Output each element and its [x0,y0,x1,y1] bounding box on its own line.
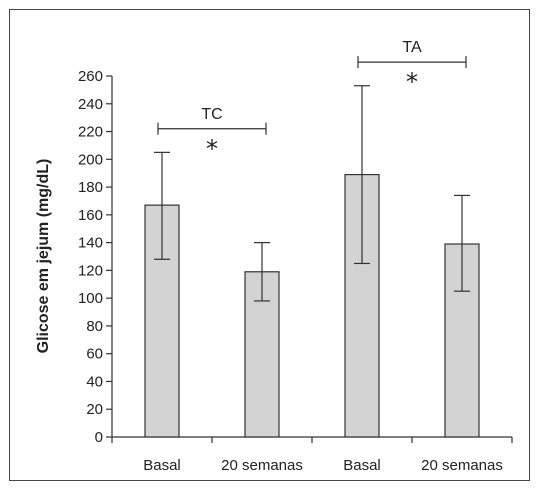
significance-star: * [406,68,418,96]
y-tick-label: 260 [78,68,103,85]
y-tick-label: 160 [78,207,103,224]
x-category-label: Basal [343,457,381,474]
y-tick-label: 60 [86,346,103,363]
y-tick-label: 0 [95,429,103,446]
y-tick-label: 80 [86,318,103,335]
bracket-label: TA [402,39,422,56]
y-tick-label: 100 [78,290,103,307]
significance-star: * [206,135,218,163]
x-category-label: Basal [143,457,181,474]
significance-brackets: TC * TA * [157,39,467,163]
x-category-label: 20 semanas [221,457,303,474]
y-tick-label: 120 [78,262,103,279]
y-tick-label: 140 [78,235,103,252]
y-tick-label: 220 [78,124,103,141]
axes: 0 20 40 60 80 100 120 140 160 180 200 220 240 260 Basa… [78,68,513,474]
x-category-label: 20 semanas [421,457,503,474]
y-tick-label: 200 [78,151,103,168]
bar [144,204,180,438]
y-tick-label: 180 [78,179,103,196]
y-tick-label: 20 [86,401,103,418]
bars-group [144,173,480,438]
y-tick-label: 40 [86,373,103,390]
bracket-label: TC [201,106,222,123]
y-tick-label: 240 [78,96,103,113]
error-bars-group [154,85,470,302]
y-axis-label: Glicose em jejum (mg/dL) [35,159,52,354]
